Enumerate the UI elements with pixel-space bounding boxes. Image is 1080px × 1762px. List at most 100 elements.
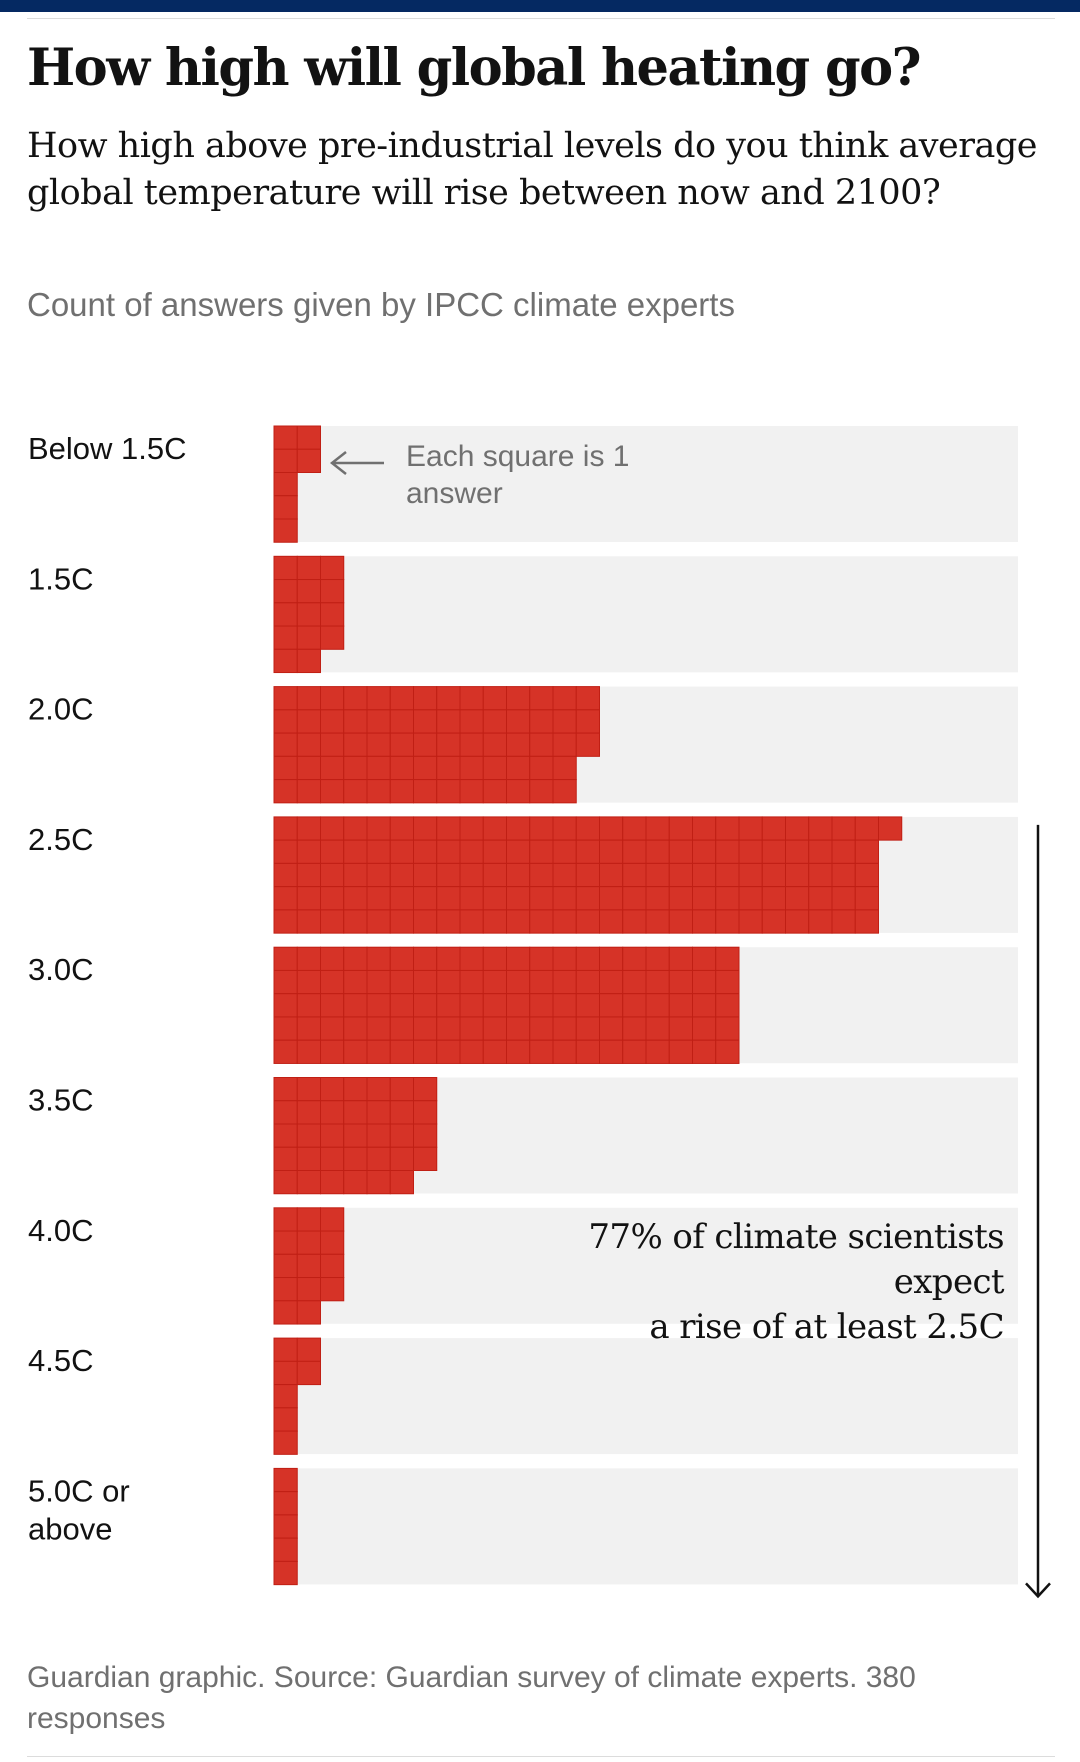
answer-square: [413, 946, 438, 971]
answer-square: [715, 1039, 740, 1064]
answer-square: [552, 993, 577, 1018]
answer-square: [599, 909, 624, 934]
answer-square: [785, 886, 810, 911]
answer-square: [645, 1016, 670, 1041]
answer-square: [575, 839, 600, 864]
answer-square: [459, 779, 484, 804]
answer-square: [296, 1123, 321, 1148]
answer-square: [413, 909, 438, 934]
answer-square: [599, 1039, 624, 1064]
answer-square: [482, 709, 507, 734]
answer-square: [506, 946, 531, 971]
answer-square: [692, 886, 717, 911]
answer-square: [320, 779, 345, 804]
answer-square: [459, 686, 484, 711]
bottom-divider: [27, 1756, 1055, 1757]
brand-top-bar: [0, 0, 1080, 12]
answer-square: [366, 1146, 391, 1171]
answer-square: [389, 709, 414, 734]
answer-square: [599, 969, 624, 995]
answer-square: [273, 1514, 298, 1539]
answer-square: [273, 1039, 298, 1064]
answer-square: [529, 886, 554, 911]
answer-square: [506, 886, 531, 911]
answer-square: [343, 732, 368, 757]
answer-square: [599, 816, 624, 841]
answer-square: [529, 862, 554, 888]
answer-square: [622, 1039, 647, 1064]
answer-square: [831, 816, 856, 841]
answer-square: [343, 709, 368, 734]
answer-square: [715, 839, 740, 864]
answer-square: [273, 1360, 298, 1386]
answer-square: [413, 969, 438, 995]
answer-square: [296, 1077, 321, 1102]
answer-square: [878, 816, 903, 841]
answer-square: [459, 1016, 484, 1041]
track-5-0c-or-above: [274, 1468, 1018, 1585]
answer-square: [436, 886, 461, 911]
answer-square: [459, 709, 484, 734]
answer-square: [413, 839, 438, 864]
answer-square: [273, 1384, 298, 1409]
answer-square: [343, 1016, 368, 1041]
answer-square: [575, 1039, 600, 1064]
answer-square: [389, 1039, 414, 1064]
answer-square: [366, 686, 391, 711]
answer-square: [366, 1170, 391, 1195]
answer-square: [273, 816, 298, 841]
answer-square: [320, 555, 345, 581]
answer-square: [273, 755, 298, 781]
answer-square: [343, 1100, 368, 1125]
answer-square: [296, 862, 321, 888]
answer-square: [296, 755, 321, 781]
answer-square: [808, 909, 833, 934]
answer-square: [296, 1277, 321, 1302]
answer-square: [296, 909, 321, 934]
answer-square: [482, 816, 507, 841]
answer-square: [366, 969, 391, 995]
answer-square: [599, 946, 624, 971]
answer-square: [366, 779, 391, 804]
answer-square: [645, 839, 670, 864]
answer-square: [529, 816, 554, 841]
answer-square: [668, 839, 693, 864]
category-label-4-0c: 4.0C: [28, 1213, 93, 1248]
answer-square: [413, 1146, 438, 1171]
answer-square: [273, 425, 298, 450]
answer-square: [459, 909, 484, 934]
answer-square: [273, 1491, 298, 1516]
answer-square: [575, 946, 600, 971]
answer-square: [320, 625, 345, 650]
answer-square: [413, 779, 438, 804]
answer-square: [273, 709, 298, 734]
answer-square: [436, 816, 461, 841]
answer-square: [645, 886, 670, 911]
answer-square: [413, 1077, 438, 1102]
answer-square: [296, 448, 321, 473]
answer-square: [273, 602, 298, 627]
track-below-1-5c: [274, 426, 1018, 542]
answer-square: [320, 969, 345, 995]
answer-square: [715, 862, 740, 888]
answer-square: [273, 1146, 298, 1171]
answer-square: [552, 1016, 577, 1041]
annotation-77-percent: 77% of climate scientists expect a rise of…: [588, 1217, 1005, 1347]
answer-square: [273, 839, 298, 864]
answer-square: [575, 862, 600, 888]
answer-square: [459, 732, 484, 757]
answer-square: [389, 1146, 414, 1171]
answer-square: [366, 755, 391, 781]
answer-square: [575, 1016, 600, 1041]
answer-square: [599, 886, 624, 911]
answer-square: [366, 1016, 391, 1041]
range-arrowhead-icon: [1025, 1582, 1051, 1599]
answer-square: [831, 886, 856, 911]
answer-square: [413, 1016, 438, 1041]
answer-square: [343, 686, 368, 711]
answer-square: [273, 909, 298, 934]
answer-square: [296, 1207, 321, 1232]
answer-square: [529, 839, 554, 864]
answer-square: [296, 602, 321, 627]
source-note: Guardian graphic. Source: Guardian surve…: [27, 1661, 916, 1735]
